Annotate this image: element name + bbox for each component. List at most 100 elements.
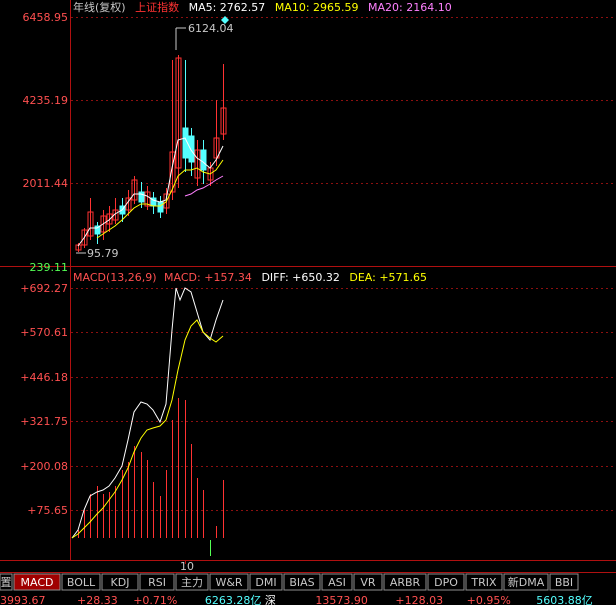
tab-label: KDJ xyxy=(111,576,130,589)
price-axis-label: 239.11 xyxy=(30,261,69,274)
tab-background xyxy=(61,573,101,591)
indicator-tab[interactable]: 主力 xyxy=(175,573,209,591)
tab-background xyxy=(353,573,383,591)
tab-label: 主力 xyxy=(181,576,203,589)
sh-change-pct: +0.71% xyxy=(133,594,177,605)
candle-down xyxy=(138,191,145,203)
candle-up xyxy=(169,151,176,193)
tab-label: RSI xyxy=(148,576,166,589)
index-name: 上证指数 xyxy=(135,0,179,14)
ma5-value: MA5: 2762.57 xyxy=(189,1,266,14)
indicator-tab[interactable]: 置 xyxy=(0,573,13,591)
price-axis-label: 6458.95 xyxy=(23,11,69,24)
indicator-tab[interactable]: ARBR xyxy=(383,573,427,591)
macd-axis-label: +570.61 xyxy=(20,326,68,339)
tab-background xyxy=(321,573,353,591)
candle-up xyxy=(87,211,94,237)
low-value: 95.79 xyxy=(87,247,119,260)
tab-label: BBI xyxy=(555,576,573,589)
indicator-tab[interactable]: KDJ xyxy=(101,573,139,591)
sz-change: +128.03 xyxy=(395,594,443,605)
indicator-tab[interactable]: BIAS xyxy=(283,573,321,591)
price-axis-label: 2011.44 xyxy=(23,177,69,190)
ma20-value: MA20: 2164.10 xyxy=(368,1,452,14)
tab-background xyxy=(383,573,427,591)
candle-up xyxy=(106,213,113,225)
tab-background xyxy=(283,573,321,591)
sz-index-value: 13573.90 xyxy=(315,594,368,605)
tab-background xyxy=(101,573,139,591)
candle-up xyxy=(112,209,119,221)
candle-up xyxy=(175,57,182,169)
candle-up xyxy=(144,191,151,207)
indicator-tab[interactable]: MACD xyxy=(13,573,61,591)
indicator-tab[interactable]: DPO xyxy=(427,573,465,591)
indicator-tab[interactable]: BBI xyxy=(549,573,579,591)
tab-background xyxy=(503,573,549,591)
macd-axis-label: +200.08 xyxy=(20,460,68,473)
macd-axis-label: +75.65 xyxy=(27,504,68,517)
diff-value: DIFF: +650.32 xyxy=(261,271,339,284)
sz-label: 深 xyxy=(265,594,276,605)
indicator-tab[interactable]: RSI xyxy=(139,573,175,591)
tab-background xyxy=(209,573,249,591)
indicator-tab[interactable]: BOLL xyxy=(61,573,101,591)
macd-name: MACD(13,26,9) xyxy=(73,271,157,284)
tab-label: DPO xyxy=(434,576,458,589)
chart-area[interactable]: 6458.95 4235.19 2011.44 239.11 +692.27 +… xyxy=(0,0,616,572)
diff-line xyxy=(71,287,224,539)
sh-change: +28.33 xyxy=(77,594,118,605)
indicator-tab[interactable]: TRIX xyxy=(465,573,503,591)
candle-up xyxy=(131,179,138,201)
candle-up xyxy=(194,149,201,179)
x-axis-label: 10 xyxy=(180,560,194,572)
tab-background xyxy=(427,573,465,591)
tab-label: 置 xyxy=(1,576,12,589)
ma5-line xyxy=(77,137,224,247)
ma10-value: MA10: 2965.59 xyxy=(275,1,359,14)
tab-background xyxy=(139,573,175,591)
indicator-tab[interactable]: ASI xyxy=(321,573,353,591)
low-marker: 95.79 xyxy=(76,247,119,260)
tab-label: BIAS xyxy=(289,576,314,589)
sz-change-pct: +0.95% xyxy=(467,594,511,605)
sh-index-value: 3993.67 xyxy=(0,594,46,605)
price-axis-label: 4235.19 xyxy=(23,94,69,107)
candle-down xyxy=(200,149,207,171)
macd-axis-label: +446.18 xyxy=(20,371,68,384)
dea-line xyxy=(71,319,224,539)
tab-label: ARBR xyxy=(390,576,421,589)
candle-up xyxy=(220,107,227,135)
macd-axis-label: +692.27 xyxy=(20,282,68,295)
indicator-tab[interactable]: W&R xyxy=(209,573,249,591)
tab-background xyxy=(465,573,503,591)
tab-label: TRIX xyxy=(470,576,497,589)
candle-down xyxy=(188,135,195,163)
status-text: 3993.67 +28.33 +0.71% 6263.28亿 深 13573.9… xyxy=(0,594,593,605)
indicator-tab[interactable]: VR xyxy=(353,573,383,591)
tab-background xyxy=(175,573,209,591)
macd-grid xyxy=(71,288,616,511)
indicator-tab[interactable]: 新DMA xyxy=(503,573,549,591)
candle-up xyxy=(100,215,107,233)
ma20-line xyxy=(184,175,224,197)
tab-label: 新DMA xyxy=(508,575,545,589)
tab-label: MACD xyxy=(21,576,54,589)
tab-background xyxy=(249,573,283,591)
macd-histogram xyxy=(78,398,224,538)
tab-background xyxy=(13,573,61,591)
price-grid xyxy=(71,17,616,184)
period-label: 年线(复权) xyxy=(73,0,126,14)
tab-label: W&R xyxy=(215,576,242,589)
tab-label: ASI xyxy=(328,576,346,589)
tab-label: VR xyxy=(360,576,376,589)
diamond-marker-icon xyxy=(221,16,229,24)
tab-background xyxy=(549,573,579,591)
market-status-bar: 3993.67 +28.33 +0.71% 6263.28亿 深 13573.9… xyxy=(0,592,616,605)
sh-turnover: 6263.28亿 xyxy=(205,594,262,605)
macd-axis-label: +321.75 xyxy=(20,415,68,428)
ma10-line xyxy=(96,159,224,239)
indicator-tab[interactable]: DMI xyxy=(249,573,283,591)
indicator-tab-bar: 置 MACD BOLL KDJ RSI 主力 W&R DMI BIAS ASI VR ARBR DPO T… xyxy=(0,572,616,592)
candle-down xyxy=(157,201,164,213)
